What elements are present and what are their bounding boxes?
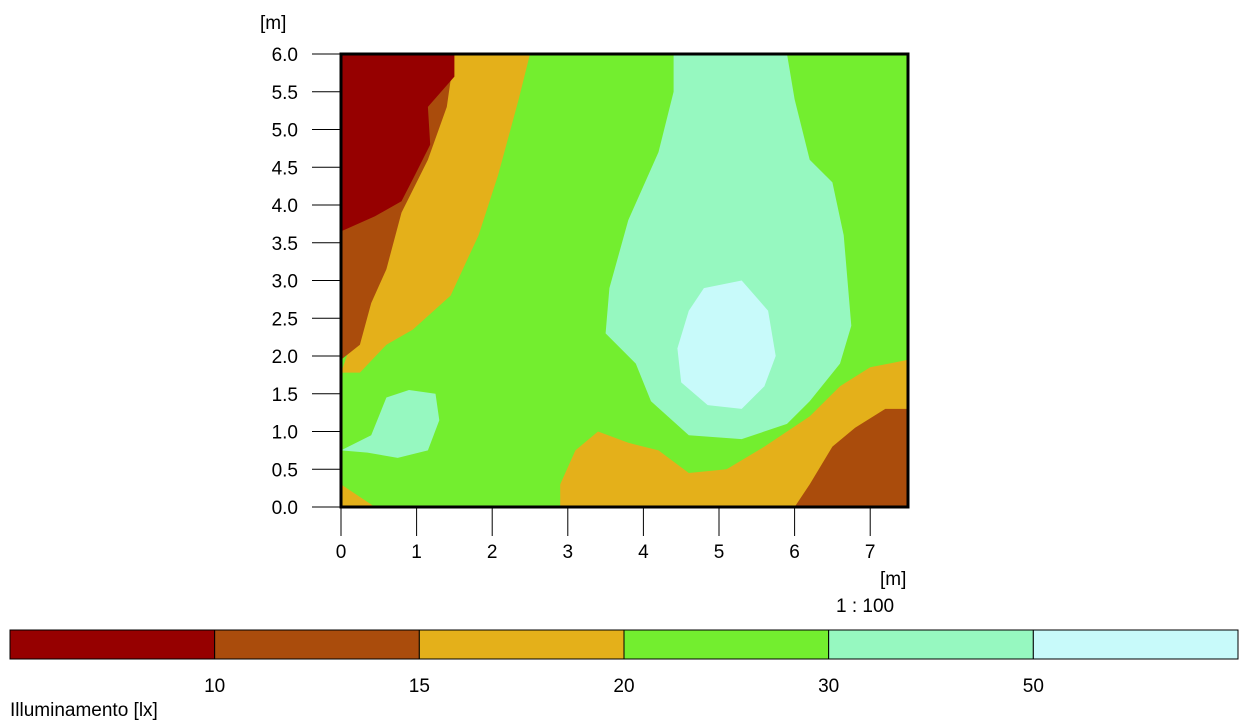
y-tick-label-8: 4.0 <box>272 196 298 217</box>
legend-swatch-4 <box>828 629 1034 660</box>
legend-swatch-2 <box>418 629 625 660</box>
x-tick-label-2: 2 <box>487 542 498 563</box>
x-tick-label-4: 4 <box>638 542 649 563</box>
legend-title: Illuminamento [lx] <box>10 700 158 721</box>
y-tick-label-4: 2.0 <box>272 347 298 368</box>
legend-threshold-4: 50 <box>1023 676 1044 697</box>
legend-threshold-0: 10 <box>204 676 225 697</box>
x-tick-label-1: 1 <box>411 542 422 563</box>
y-tick-label-6: 3.0 <box>272 272 298 293</box>
contour-region-1 <box>341 54 530 373</box>
contour-region-6 <box>341 390 440 458</box>
contour-region-5 <box>677 280 776 409</box>
x-tick-label-5: 5 <box>714 542 725 563</box>
y-tick-label-5: 2.5 <box>272 309 298 330</box>
y-tick-label-12: 6.0 <box>272 45 298 66</box>
y-tick-label-1: 0.5 <box>272 460 298 481</box>
contour-regions <box>341 54 908 507</box>
x-tick-label-3: 3 <box>563 542 574 563</box>
y-tick-label-3: 1.5 <box>272 385 298 406</box>
legend-swatch-3 <box>623 629 830 660</box>
contour-region-9 <box>341 484 375 507</box>
y-axis-unit-label: [m] <box>260 13 286 34</box>
color-legend: 10 15 20 30 50 <box>9 629 1239 697</box>
legend-threshold-2: 20 <box>613 676 634 697</box>
contour-region-3 <box>341 54 455 232</box>
y-tick-label-10: 5.0 <box>272 121 298 142</box>
contour-region-4 <box>605 54 852 440</box>
legend-swatch-5 <box>1032 629 1239 660</box>
y-tick-label-2: 1.0 <box>272 423 298 444</box>
y-tick-label-9: 4.5 <box>272 158 298 179</box>
y-tick-label-7: 3.5 <box>272 234 298 255</box>
y-tick-label-0: 0.0 <box>272 498 298 519</box>
axes: 0.0 0.5 1.0 1.5 2.0 2.5 3.0 3.5 4.0 4.5 5.0 5.5 6.0 0… <box>272 45 876 563</box>
y-tick-label-11: 5.5 <box>272 83 298 104</box>
legend-threshold-3: 30 <box>818 676 839 697</box>
scale-label: 1 : 100 <box>836 596 894 617</box>
x-tick-label-6: 6 <box>789 542 800 563</box>
x-tick-label-0: 0 <box>336 542 347 563</box>
x-axis-unit-label: [m] <box>880 569 906 590</box>
legend-swatch-1 <box>214 629 420 660</box>
x-tick-label-7: 7 <box>865 542 876 563</box>
contour-region-8 <box>794 408 908 507</box>
legend-swatch-0 <box>9 629 216 660</box>
legend-threshold-1: 15 <box>409 676 430 697</box>
